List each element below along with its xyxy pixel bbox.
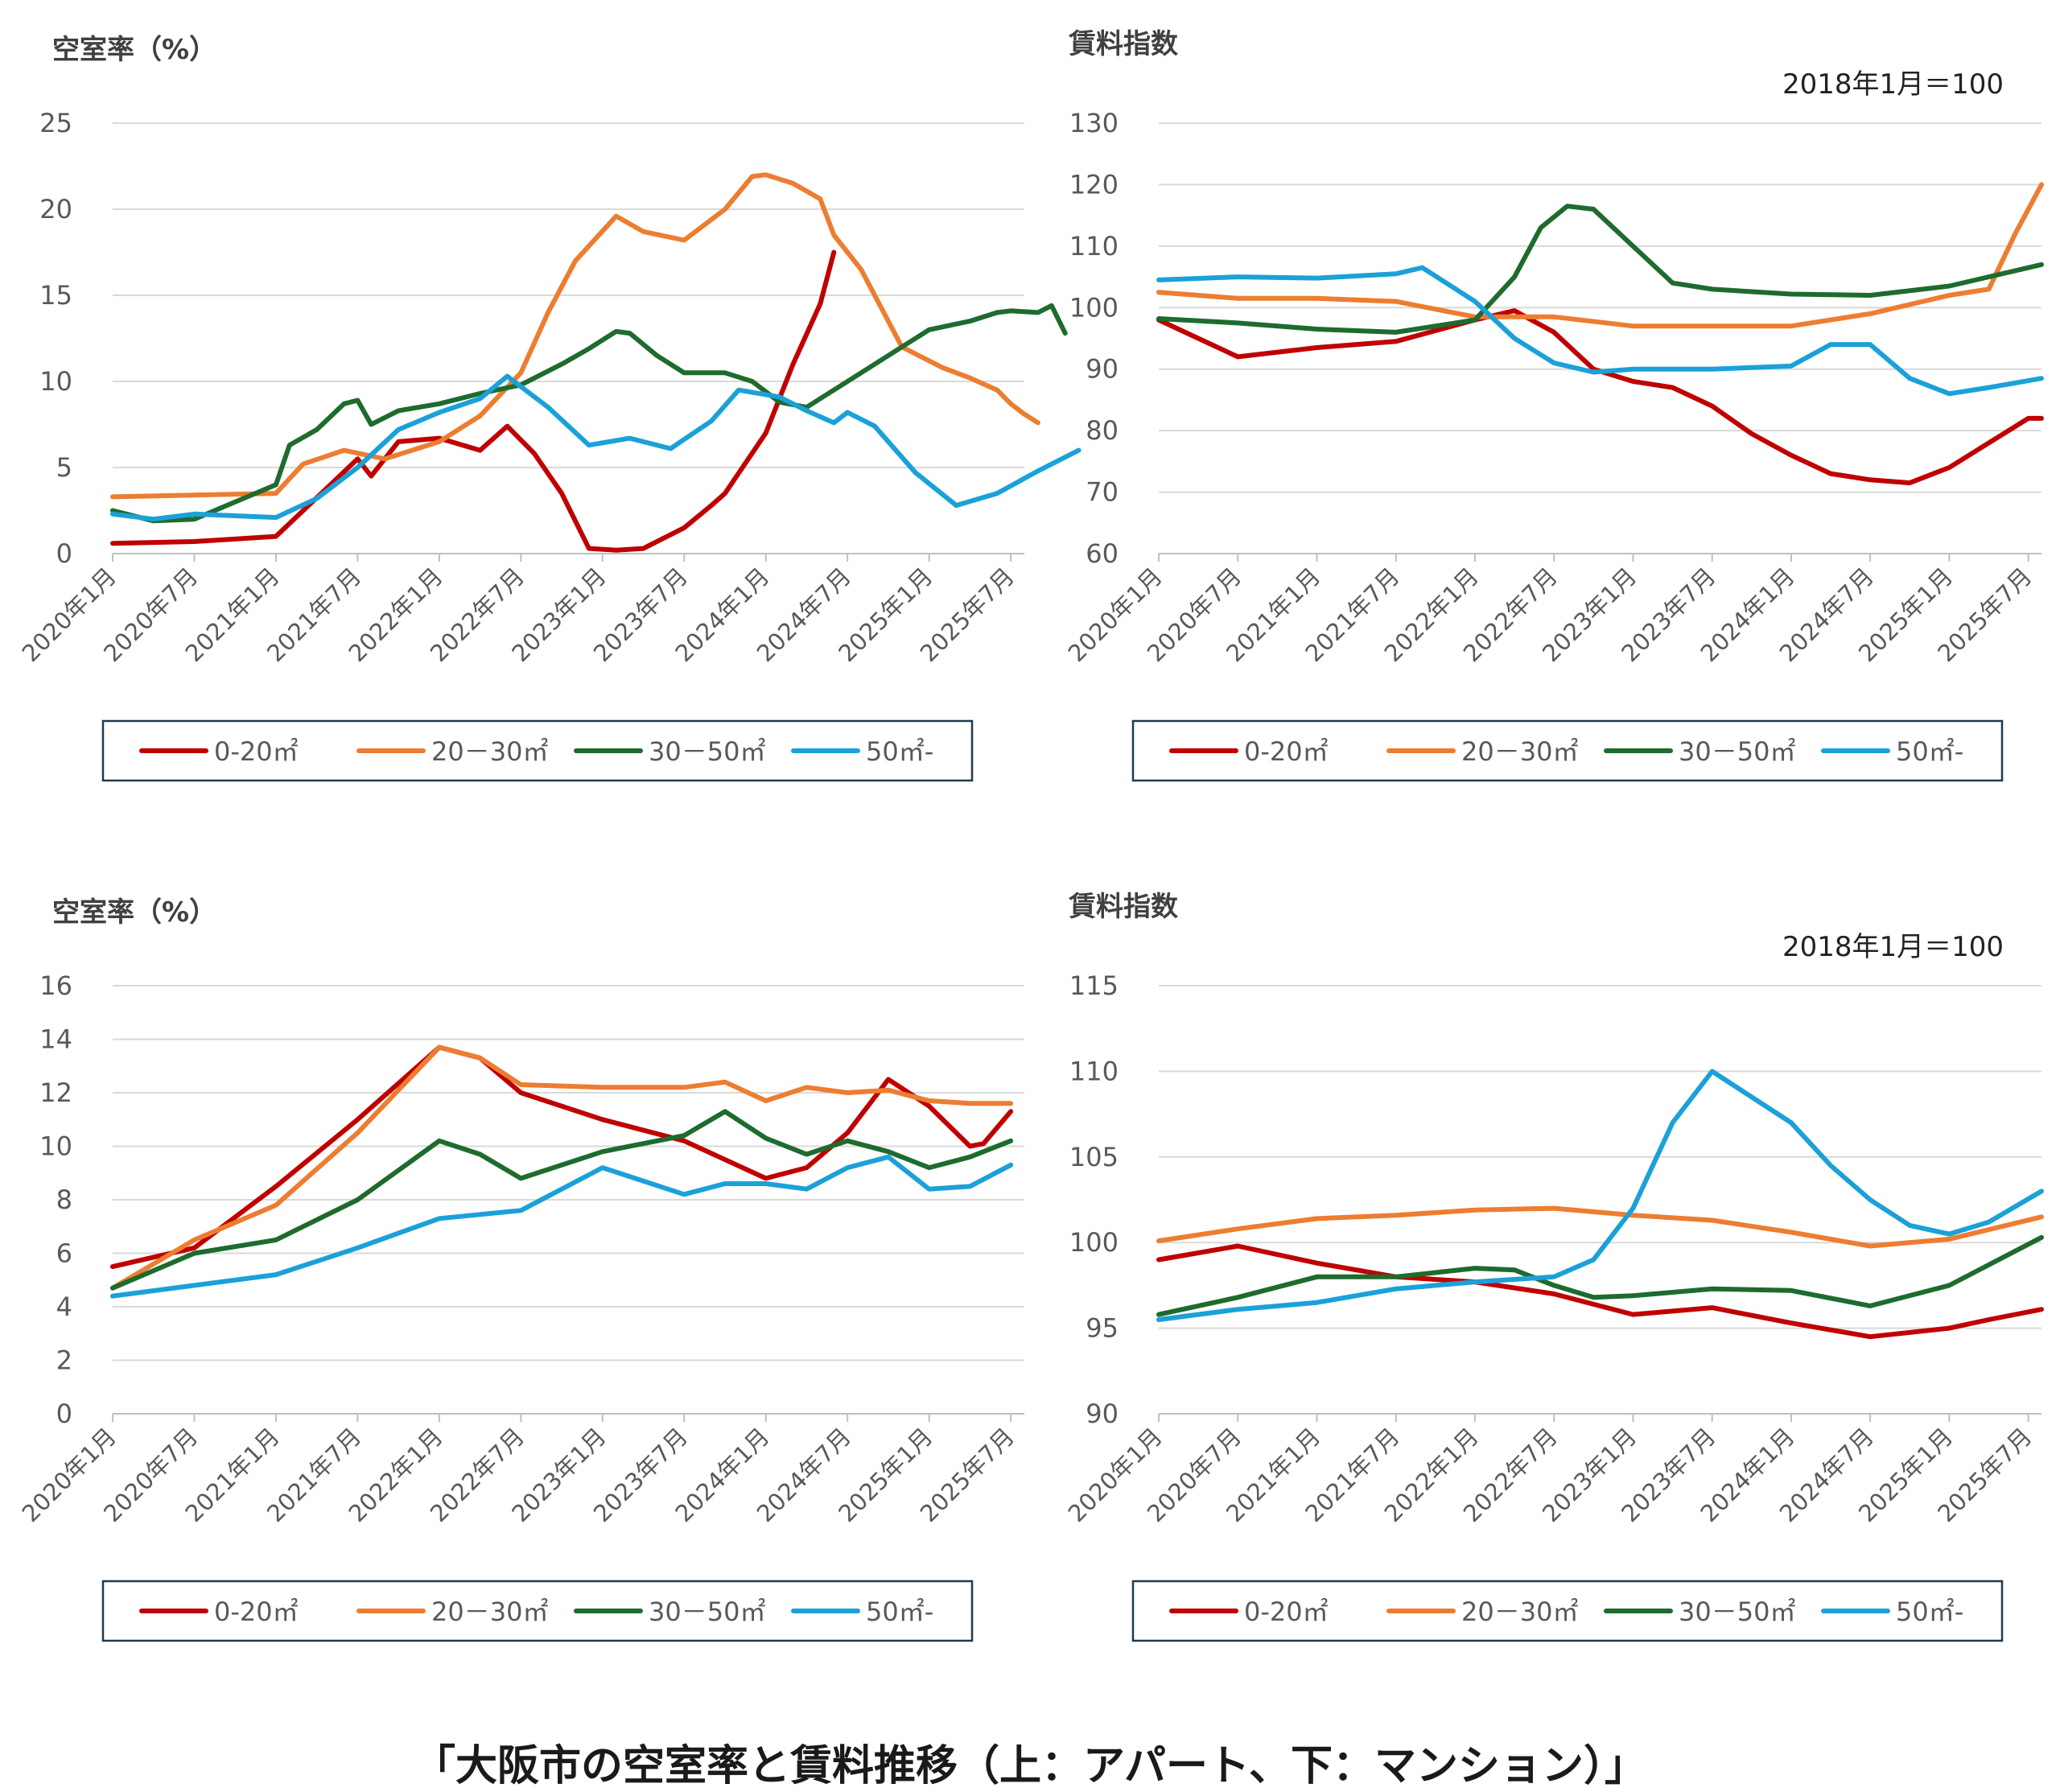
y-tick-label: 4: [56, 1291, 72, 1322]
y-tick-label: 120: [1069, 169, 1119, 200]
series-line-30-50: [110, 303, 1068, 524]
y-tick-label: 130: [1069, 108, 1119, 138]
series-line-50: [110, 1154, 1014, 1299]
y-axis-label: 賃料指数: [1068, 891, 1178, 923]
series-line-30-50: [110, 1109, 1014, 1291]
y-tick-label: 60: [1086, 538, 1119, 569]
series-line-50: [110, 373, 1082, 522]
legend-label: 20－30㎡: [1461, 1596, 1578, 1627]
legend-label: 30－50㎡: [1679, 1596, 1795, 1627]
y-tick-label: 16: [39, 970, 72, 1001]
legend-label: 50㎡-: [1896, 1596, 1963, 1627]
y-tick-label: 10: [39, 366, 72, 397]
y-tick-label: 115: [1069, 970, 1119, 1001]
legend-label: 20－30㎡: [431, 1596, 548, 1627]
legend-label: 0-20㎡: [214, 1596, 299, 1627]
legend-label: 50㎡-: [866, 1596, 933, 1627]
series-line-0-20: [1156, 1243, 2044, 1340]
y-axis-label: 賃料指数: [1068, 28, 1178, 60]
y-tick-label: 100: [1069, 292, 1119, 323]
y-tick-label: 0: [56, 1399, 72, 1429]
y-tick-label: 0: [56, 538, 72, 569]
series-line-50: [1156, 1069, 2044, 1322]
y-tick-label: 10: [39, 1131, 72, 1162]
y-tick-label: 105: [1069, 1142, 1119, 1172]
y-tick-label: 100: [1069, 1227, 1119, 1258]
series-line-20-30: [1156, 182, 2044, 329]
y-tick-label: 14: [39, 1024, 72, 1055]
legend-label: 20－30㎡: [1461, 736, 1578, 767]
legend-label: 30－50㎡: [649, 1596, 765, 1627]
series-line-30-50: [1156, 204, 2044, 335]
y-tick-label: 2: [56, 1345, 72, 1376]
figure-caption: 「大阪市の空室率と賃料推移（上：アパート、下：マンション）」: [414, 1742, 1646, 1790]
legend-label: 50㎡-: [1896, 736, 1963, 767]
y-tick-label: 8: [56, 1184, 72, 1215]
y-tick-label: 5: [56, 452, 72, 483]
y-tick-label: 12: [39, 1077, 72, 1108]
y-tick-label: 80: [1086, 415, 1119, 446]
legend-label: 0-20㎡: [214, 736, 299, 767]
series-line-30-50: [1156, 1234, 2044, 1317]
series-line-20-30: [1156, 1205, 2044, 1249]
y-tick-label: 90: [1086, 354, 1119, 385]
legend-label: 0-20㎡: [1244, 736, 1329, 767]
y-axis-label: 空室率（%）: [52, 34, 216, 66]
legend-label: 20－30㎡: [431, 736, 548, 767]
y-tick-label: 20: [39, 194, 72, 225]
y-tick-label: 110: [1069, 1056, 1119, 1086]
series-line-0-20: [1156, 308, 2044, 486]
y-tick-label: 90: [1086, 1399, 1119, 1429]
series-line-0-20: [110, 1044, 1014, 1270]
y-tick-label: 95: [1086, 1313, 1119, 1344]
legend-label: 0-20㎡: [1244, 1596, 1329, 1627]
series-line-20-30: [110, 172, 1040, 500]
y-tick-label: 70: [1086, 477, 1119, 508]
series-line-20-30: [110, 1044, 1014, 1291]
index-base-note: 2018年1月＝100: [1782, 68, 2004, 101]
legend-label: 30－50㎡: [1679, 736, 1795, 767]
index-base-note: 2018年1月＝100: [1782, 931, 2004, 963]
y-tick-label: 6: [56, 1238, 72, 1269]
y-tick-label: 110: [1069, 231, 1119, 262]
legend-label: 30－50㎡: [649, 736, 765, 767]
legend-label: 50㎡-: [866, 736, 933, 767]
y-tick-label: 25: [39, 108, 72, 138]
y-tick-label: 15: [39, 280, 72, 311]
series-line-50: [1156, 265, 2044, 397]
y-axis-label: 空室率（%）: [52, 896, 216, 929]
